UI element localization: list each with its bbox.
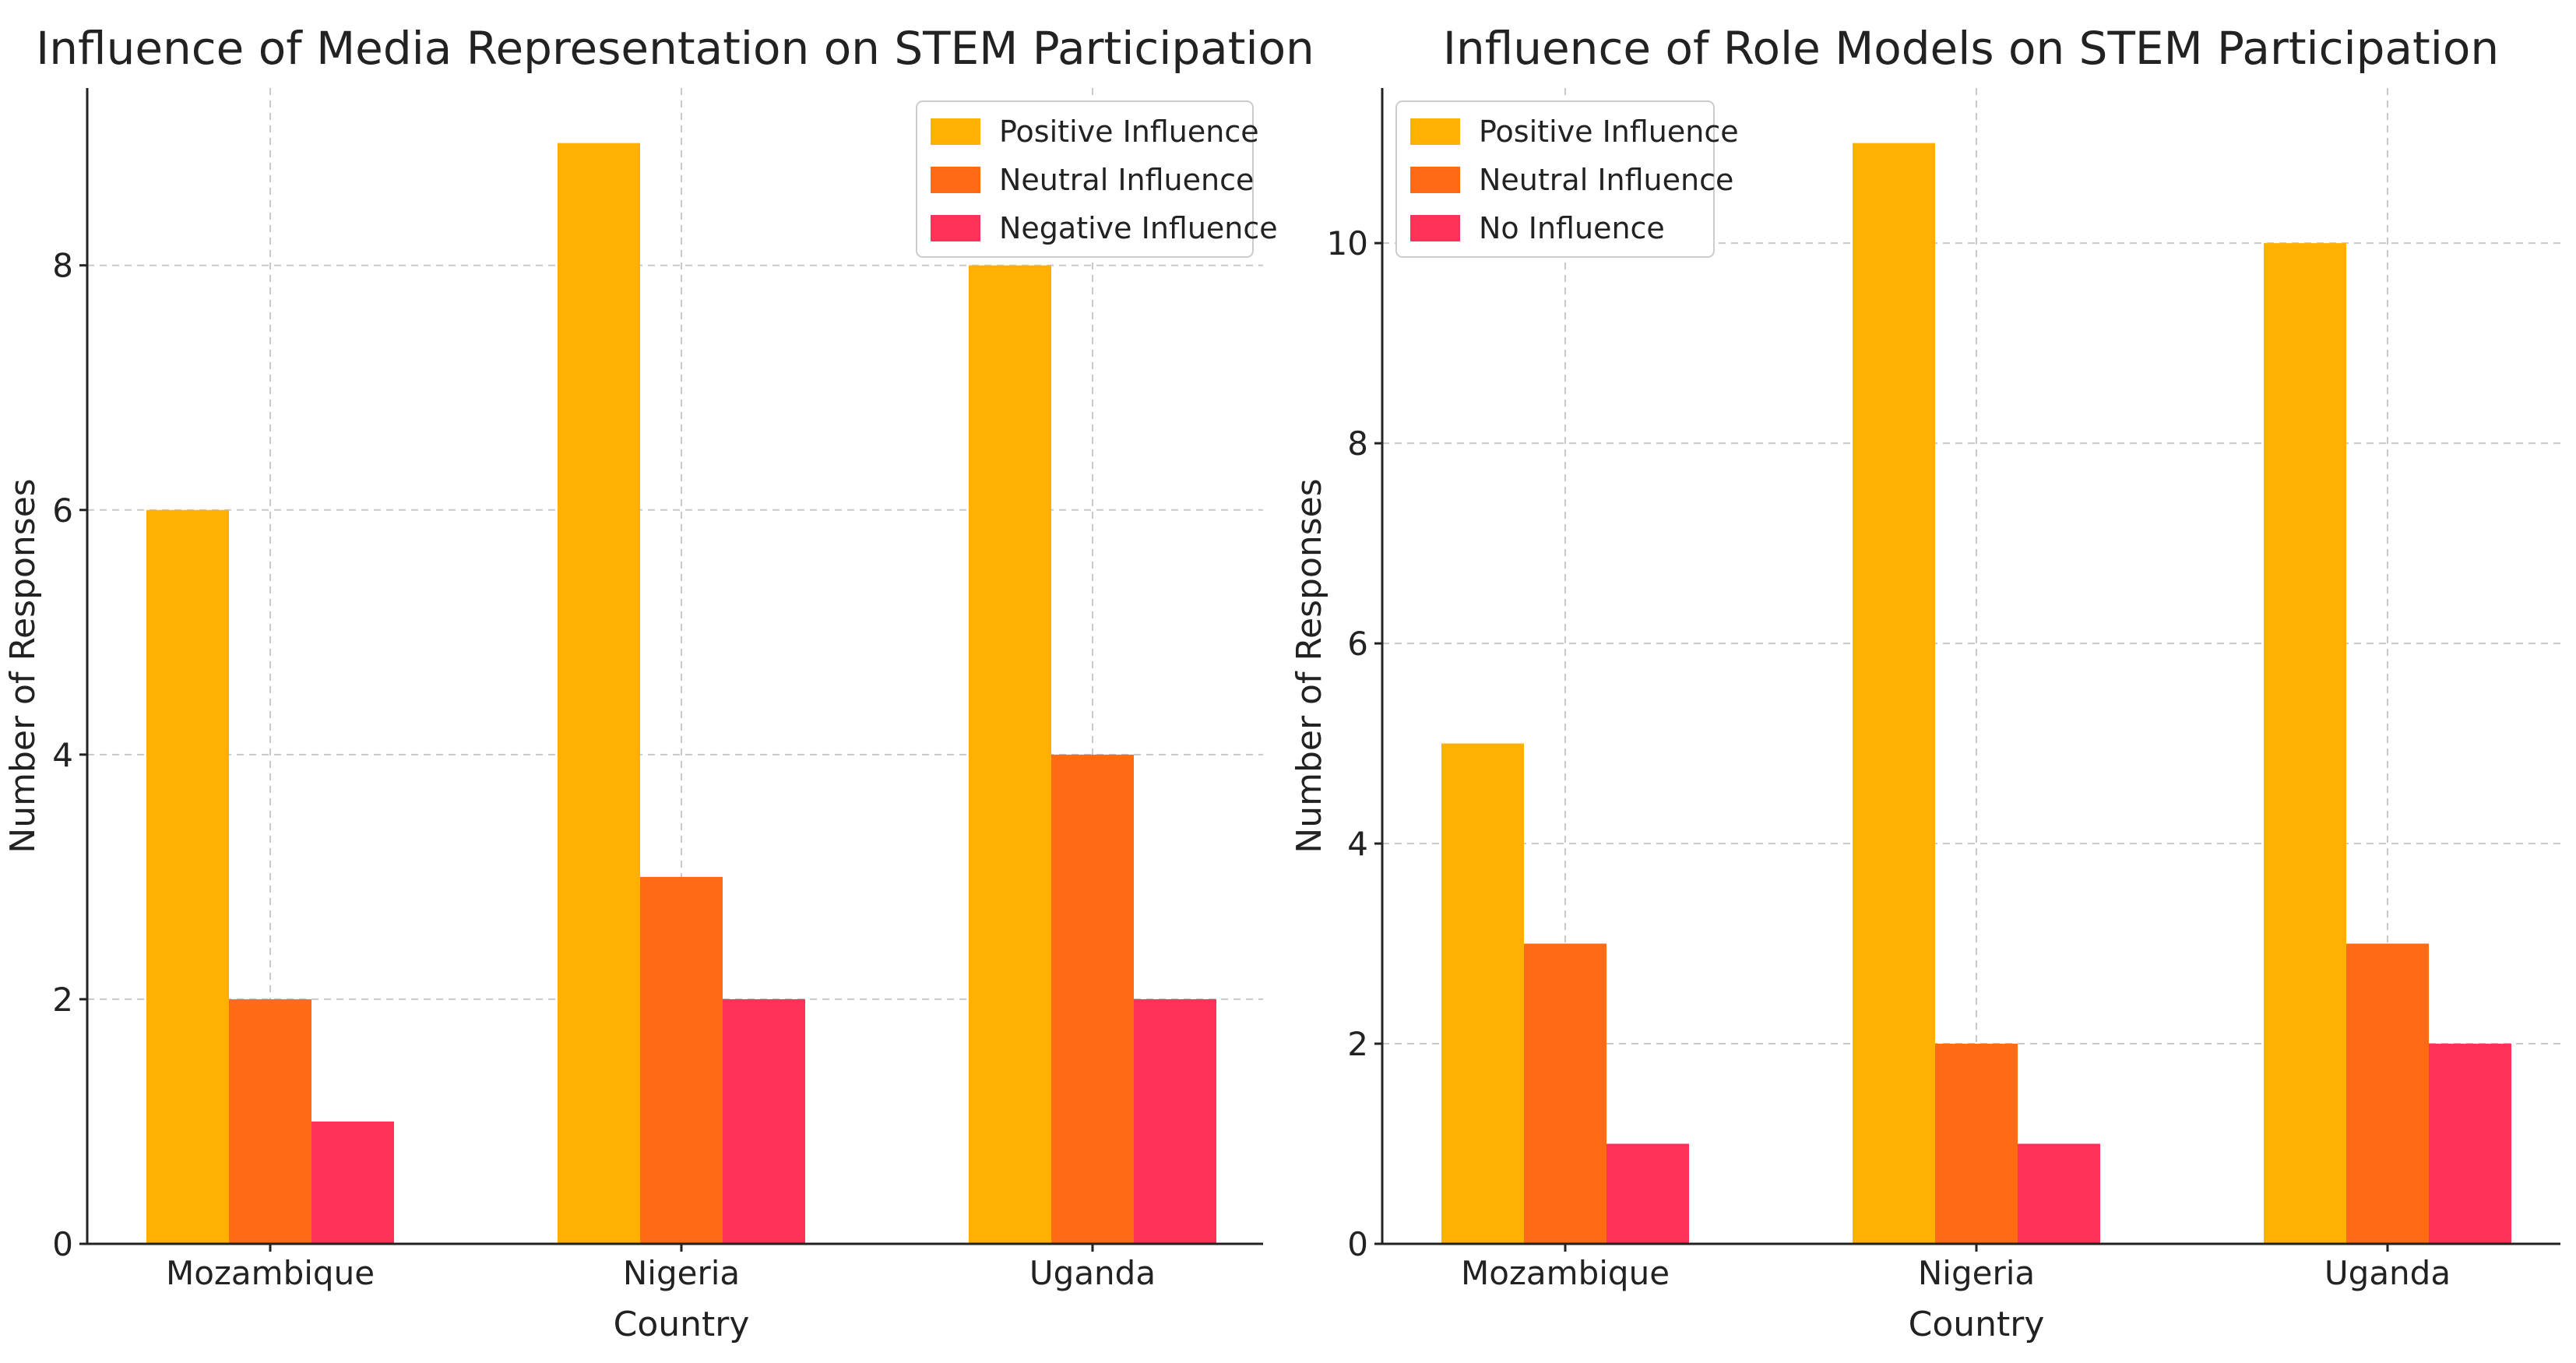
x-tick-label: Mozambique <box>166 1254 375 1292</box>
bar-neutral-influence-mozambique <box>229 998 311 1244</box>
x-tick-label: Uganda <box>1029 1254 1156 1292</box>
legend-swatch <box>1410 118 1460 145</box>
y-tick-label: 10 <box>1327 224 1368 262</box>
y-axis-label: Number of Responses <box>3 478 43 853</box>
y-tick-label: 8 <box>52 247 73 285</box>
legend: Positive Influence Neutral Influence No In… <box>1395 100 1739 258</box>
legend: Positive Influence Neutral Influence Negat… <box>916 100 1278 258</box>
x-axis-label: Country <box>1909 1305 2045 1344</box>
x-tick-label: Mozambique <box>1461 1254 1670 1292</box>
legend-frame <box>916 100 1254 258</box>
x-tick-label: Uganda <box>2324 1254 2451 1292</box>
chart-2: 0 2 4 6 8 10 Mozambique Nigeria Uganda Country Num… <box>1290 22 2560 1344</box>
bar-negative-influence-uganda <box>1134 998 1216 1244</box>
y-tick-label: 8 <box>1347 424 1368 463</box>
y-tick-label: 2 <box>52 981 73 1019</box>
legend-swatch <box>931 215 980 241</box>
legend-swatch <box>1410 167 1460 193</box>
x-axis-label: Country <box>614 1305 750 1344</box>
bar-neutral-influence-uganda <box>1051 754 1134 1244</box>
chart-1: 0 2 4 6 8 Mozambique Nigeria Uganda Country Numbe… <box>3 22 1314 1344</box>
bar-positive-influence-uganda <box>2264 243 2346 1245</box>
legend-label: No Influence <box>1479 211 1665 245</box>
legend-label: Neutral Influence <box>999 163 1254 197</box>
bar-negative-influence-nigeria <box>723 998 805 1244</box>
legend-swatch <box>931 118 980 145</box>
bar-no-influence-nigeria <box>2018 1143 2100 1244</box>
y-tick-label: 0 <box>1347 1225 1368 1263</box>
y-tick-label: 4 <box>1347 825 1368 863</box>
y-tick-label: 6 <box>52 491 73 530</box>
y-tick-label: 0 <box>52 1225 73 1263</box>
bar-positive-influence-nigeria <box>1853 143 1935 1245</box>
bar-positive-influence-mozambique <box>146 509 229 1244</box>
legend-frame <box>1395 100 1715 258</box>
bar-positive-influence-mozambique <box>1441 743 1524 1244</box>
y-tick-label: 2 <box>1347 1025 1368 1063</box>
bar-neutral-influence-uganda <box>2346 943 2429 1244</box>
y-tick-label: 4 <box>52 736 73 774</box>
x-tick-label: Nigeria <box>1918 1254 2035 1292</box>
bar-negative-influence-mozambique <box>311 1121 394 1244</box>
legend-label: Neutral Influence <box>1479 163 1733 197</box>
chart-title: Influence of Role Models on STEM Partici… <box>1443 22 2499 75</box>
bar-neutral-influence-nigeria <box>640 876 723 1244</box>
bar-no-influence-mozambique <box>1606 1143 1689 1244</box>
x-tick-label: Nigeria <box>623 1254 740 1292</box>
legend-label: Negative Influence <box>999 211 1278 245</box>
legend-label: Positive Influence <box>1479 114 1739 149</box>
y-tick-label: 6 <box>1347 625 1368 663</box>
bar-neutral-influence-mozambique <box>1524 943 1606 1244</box>
y-axis-label: Number of Responses <box>1290 478 1329 853</box>
bar-positive-influence-nigeria <box>558 143 640 1245</box>
bar-no-influence-uganda <box>2429 1044 2511 1244</box>
legend-label: Positive Influence <box>999 114 1259 149</box>
bar-positive-influence-uganda <box>969 265 1051 1244</box>
legend-swatch <box>1410 215 1460 241</box>
chart-title: Influence of Media Representation on STE… <box>36 22 1314 75</box>
legend-swatch <box>931 167 980 193</box>
bar-neutral-influence-nigeria <box>1935 1044 2018 1244</box>
